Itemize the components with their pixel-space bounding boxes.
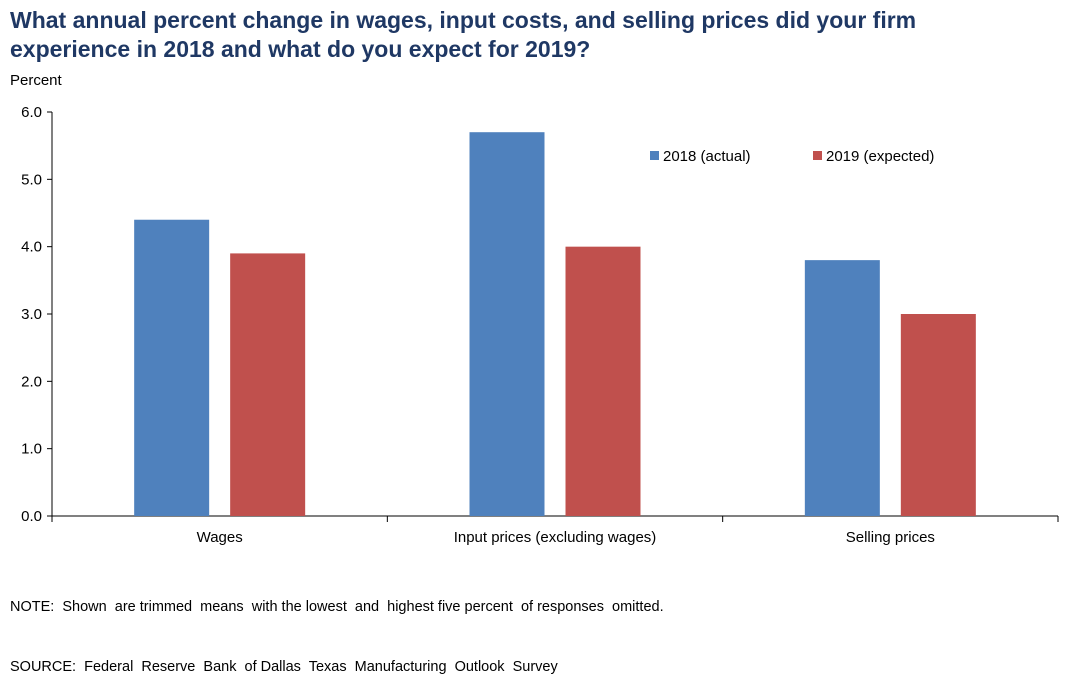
chart-title-line-1: What annual percent change in wages, inp… <box>10 7 917 33</box>
y-tick-label: 2.0 <box>21 373 42 390</box>
bar <box>900 314 976 516</box>
y-tick-label: 5.0 <box>21 171 42 188</box>
y-tick-label: 1.0 <box>21 441 42 458</box>
x-tick-label: Selling prices <box>846 529 935 546</box>
chart-title-line-2: experience in 2018 and what do you expec… <box>10 36 591 62</box>
bar <box>804 260 880 516</box>
y-axis-label: Percent <box>10 72 62 89</box>
bar <box>134 219 210 516</box>
chart-title: What annual percent change in wages, inp… <box>10 6 1060 64</box>
bar <box>469 132 545 516</box>
chart-bars <box>134 132 976 516</box>
chart-notes: NOTE: Shown are trimmed means with the l… <box>10 557 664 697</box>
x-tick-label: Wages <box>197 529 243 546</box>
chart-legend: 2018 (actual) 2019 (expected) <box>650 148 934 165</box>
chart-axes <box>47 111 1059 522</box>
source-text: SOURCE: Federal Reserve Bank of Dallas T… <box>10 659 558 675</box>
y-tick-label: 6.0 <box>21 104 42 121</box>
bar <box>230 253 306 516</box>
y-tick-label: 4.0 <box>21 239 42 256</box>
legend-label: 2018 (actual) <box>663 148 751 165</box>
note-text: NOTE: Shown are trimmed means with the l… <box>10 599 664 615</box>
x-tick-label: Input prices (excluding wages) <box>454 529 657 546</box>
y-tick-label: 0.0 <box>21 508 42 525</box>
bar <box>565 246 641 516</box>
bar-chart: 0.0 1.0 2.0 3.0 4.0 5.0 6.0 Wages Input prices (… <box>21 104 1059 546</box>
y-tick-label: 3.0 <box>21 306 42 323</box>
legend-swatch <box>813 151 822 160</box>
chart-labels: 0.0 1.0 2.0 3.0 4.0 5.0 6.0 Wages Input prices (… <box>21 104 935 546</box>
legend-label: 2019 (expected) <box>826 148 934 165</box>
legend-swatch <box>650 151 659 160</box>
